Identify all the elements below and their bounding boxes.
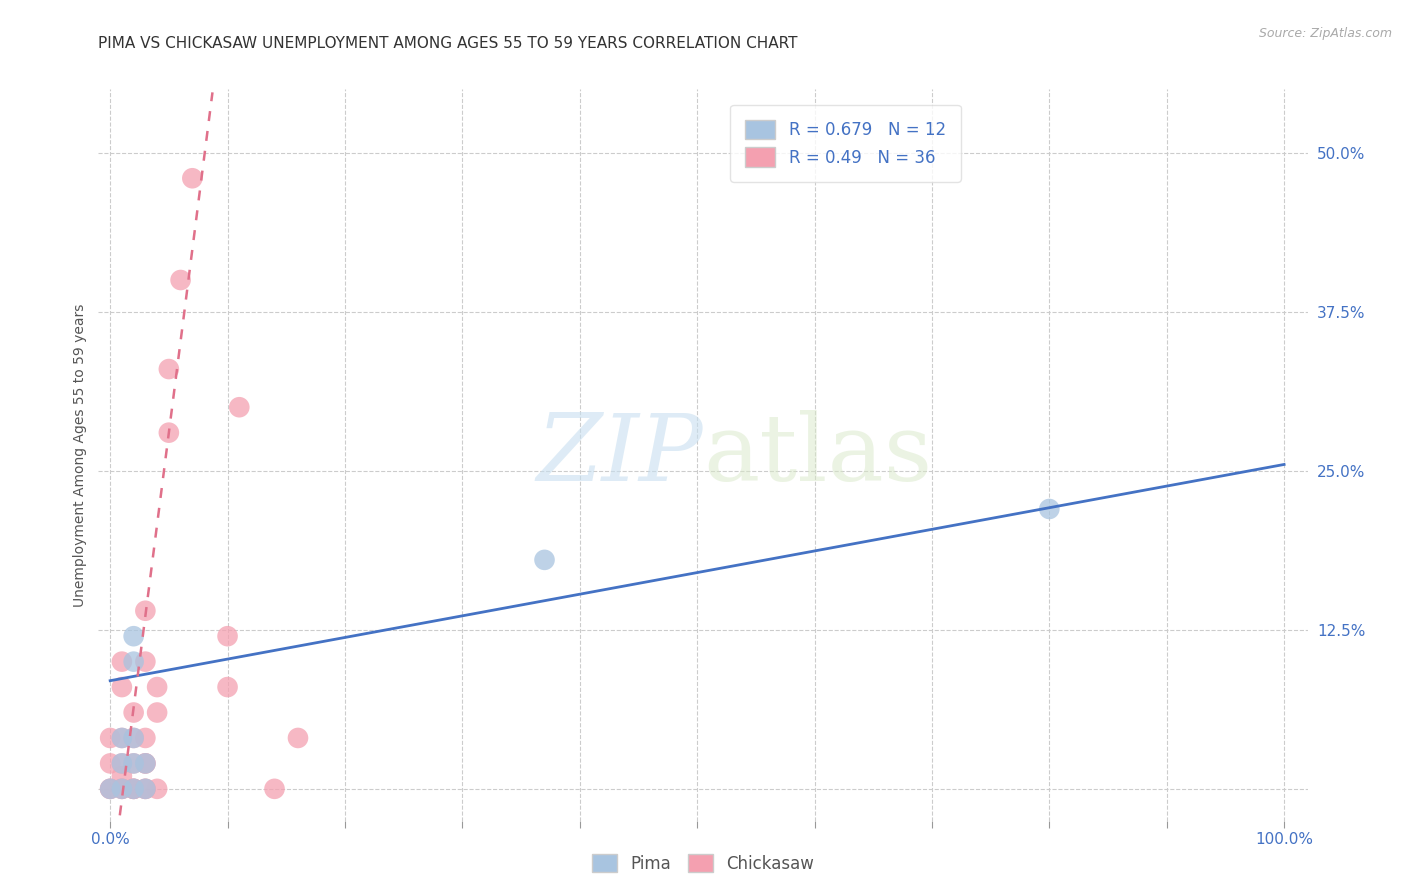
Text: Source: ZipAtlas.com: Source: ZipAtlas.com [1258, 27, 1392, 40]
Point [157, 425, 180, 440]
Legend: R = 0.679   N = 12, R = 0.49   N = 36: R = 0.679 N = 12, R = 0.49 N = 36 [730, 105, 960, 182]
Point [1038, 502, 1060, 516]
Point [122, 629, 145, 643]
Y-axis label: Unemployment Among Ages 55 to 59 years: Unemployment Among Ages 55 to 59 years [73, 303, 87, 607]
Point [181, 171, 204, 186]
Point [134, 781, 156, 796]
Point [122, 706, 145, 720]
Point [111, 731, 134, 745]
Point [122, 781, 145, 796]
Point [111, 781, 134, 796]
Point [122, 781, 145, 796]
Point [111, 781, 134, 796]
Point [111, 756, 134, 771]
Point [134, 604, 156, 618]
Point [98, 756, 121, 771]
Point [533, 553, 555, 567]
Point [111, 731, 134, 745]
Point [122, 781, 145, 796]
Text: ZIP: ZIP [536, 410, 703, 500]
Point [122, 756, 145, 771]
Point [98, 781, 121, 796]
Point [228, 401, 250, 415]
Point [134, 756, 156, 771]
Point [146, 781, 169, 796]
Point [111, 781, 134, 796]
Point [134, 655, 156, 669]
Point [217, 629, 239, 643]
Point [111, 655, 134, 669]
Point [217, 680, 239, 694]
Point [287, 731, 309, 745]
Point [122, 756, 145, 771]
Point [122, 731, 145, 745]
Point [111, 680, 134, 694]
Point [98, 731, 121, 745]
Point [169, 273, 191, 287]
Point [157, 362, 180, 376]
Point [111, 769, 134, 783]
Point [263, 781, 285, 796]
Text: PIMA VS CHICKASAW UNEMPLOYMENT AMONG AGES 55 TO 59 YEARS CORRELATION CHART: PIMA VS CHICKASAW UNEMPLOYMENT AMONG AGE… [98, 36, 799, 51]
Text: atlas: atlas [703, 410, 932, 500]
Point [134, 731, 156, 745]
Point [146, 680, 169, 694]
Point [134, 781, 156, 796]
Point [134, 781, 156, 796]
Point [98, 781, 121, 796]
Point [146, 706, 169, 720]
Point [134, 756, 156, 771]
Point [122, 781, 145, 796]
Legend: Pima, Chickasaw: Pima, Chickasaw [585, 847, 821, 880]
Point [134, 756, 156, 771]
Point [122, 655, 145, 669]
Point [111, 756, 134, 771]
Point [122, 731, 145, 745]
Point [98, 781, 121, 796]
